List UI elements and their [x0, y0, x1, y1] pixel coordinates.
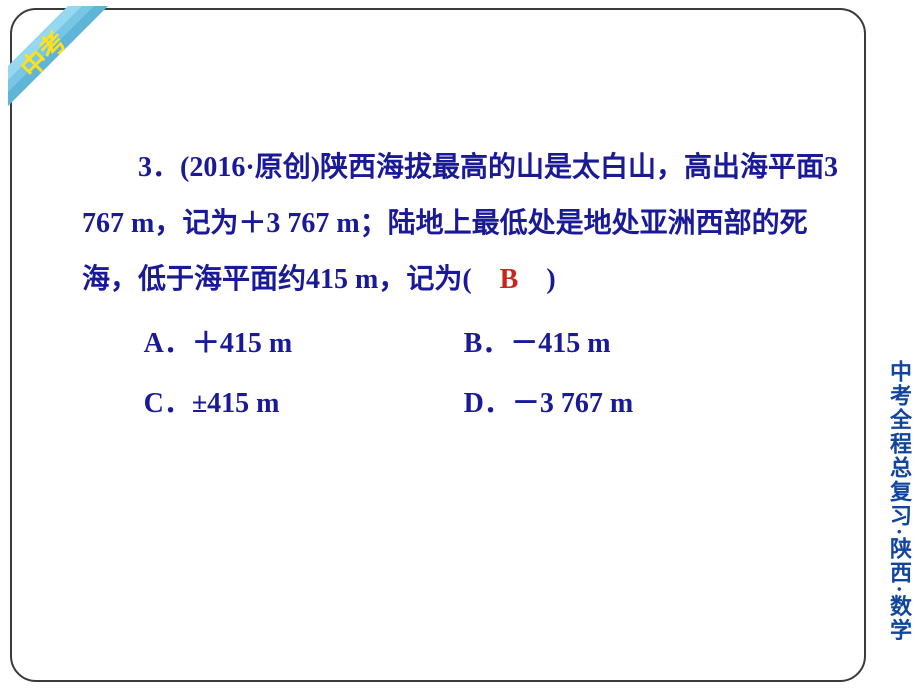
option-a: A．＋415 m — [144, 316, 464, 372]
option-row: C．±415 m D．－3 767 m — [144, 376, 852, 432]
slide-frame: 中考 3．(2016·原创)陕西海拔最高的山是太白山，高出海平面3 767 m，… — [10, 8, 866, 682]
question-number: 3． — [138, 152, 180, 183]
option-row: A．＋415 m B．－415 m — [144, 316, 852, 372]
question-block: 3．(2016·原创)陕西海拔最高的山是太白山，高出海平面3 767 m，记为＋… — [82, 140, 852, 436]
question-source-label: 原创 — [255, 152, 311, 183]
ribbon-label: 中考 — [15, 26, 72, 83]
question-text: 3．(2016·原创)陕西海拔最高的山是太白山，高出海平面3 767 m，记为＋… — [82, 140, 852, 308]
option-b: B．－415 m — [464, 316, 784, 372]
corner-ribbon: 中考 — [8, 6, 158, 156]
question-source-suffix: ) — [311, 152, 320, 183]
ribbon-svg: 中考 — [8, 6, 158, 156]
question-source-prefix: (2016· — [180, 152, 255, 183]
option-d: D．－3 767 m — [464, 376, 784, 432]
answer-letter: B — [500, 264, 519, 295]
option-c: C．±415 m — [144, 376, 464, 432]
side-title: 中考全程总复习·陕西·数学 — [884, 360, 912, 643]
options-grid: A．＋415 m B．－415 m C．±415 m D．－3 767 m — [82, 316, 852, 432]
